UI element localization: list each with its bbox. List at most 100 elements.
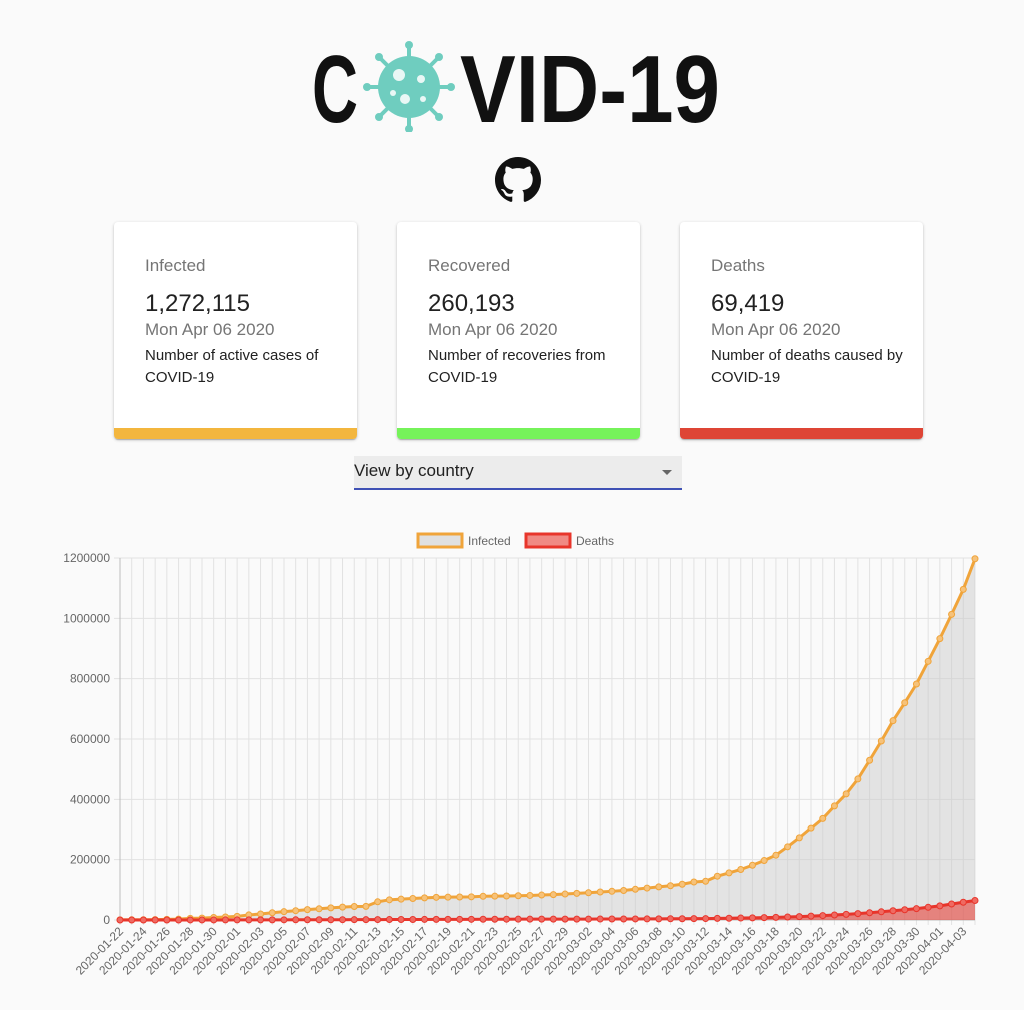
infected-data-point [830,802,838,810]
deaths-data-point [573,915,581,923]
deaths-data-point [666,915,674,923]
infected-data-point [760,857,768,865]
deaths-data-point [702,915,710,923]
deaths-data-point [760,914,768,922]
card-label: Infected [145,256,206,275]
deaths-data-point [936,902,944,910]
infected-data-point [854,775,862,783]
deaths-data-point [807,912,815,920]
deaths-data-point [514,915,522,923]
deaths-data-point [456,915,464,923]
deaths-data-point [186,916,194,924]
deaths-data-point [924,903,932,911]
infected-data-point [268,909,276,917]
infected-data-point [432,893,440,901]
deaths-data-point [432,915,440,923]
card-description: Number of recoveries from COVID-19 [428,347,606,386]
y-tick-label: 200000 [70,853,110,867]
deaths-data-point [210,916,218,924]
infected-card: Infected 1,272,115 Mon Apr 06 2020 Numbe… [114,222,357,439]
infected-data-point [666,882,674,890]
infected-data-point [748,861,756,869]
deaths-data-point [620,915,628,923]
deaths-data-point [678,915,686,923]
infected-data-point [971,555,979,563]
deaths-data-point [151,916,159,924]
deaths-data-point [725,914,733,922]
infected-data-point [596,888,604,896]
deaths-data-point [374,916,382,924]
infected-data-point [889,717,897,725]
deaths-data-point [315,916,323,924]
recovered-card: Recovered 260,193 Mon Apr 06 2020 Number… [397,222,640,439]
deaths-data-point [491,915,499,923]
legend-infected-swatch [416,532,464,549]
deaths-data-point [116,916,124,924]
deaths-data-point [655,915,663,923]
infected-data-point [725,869,733,877]
deaths-data-point [444,915,452,923]
deaths-data-point [948,900,956,908]
infected-data-point [339,903,347,911]
infected-data-point [620,886,628,894]
github-icon[interactable] [495,157,541,203]
infected-data-point [526,891,534,899]
infected-data-point [901,699,909,707]
infected-data-point [807,824,815,832]
deaths-data-point [713,914,721,922]
deaths-data-point [690,915,698,923]
deaths-data-point [889,907,897,915]
deaths-data-point [221,916,229,924]
deaths-data-point [959,898,967,906]
infected-data-point [702,877,710,885]
infected-color-bar [114,428,357,439]
deaths-data-point [257,916,265,924]
deaths-data-point [139,916,147,924]
country-select-value: View by country [354,461,474,480]
country-select[interactable]: View by country [354,456,682,490]
infected-data-point [784,843,792,851]
chevron-down-icon [662,470,672,475]
deaths-data-point [737,914,745,922]
infected-data-point [315,905,323,913]
infected-data-point [292,907,300,915]
deaths-data-point [631,915,639,923]
deaths-card: Deaths 69,419 Mon Apr 06 2020 Number of … [680,222,923,439]
infected-data-point [795,834,803,842]
card-label: Deaths [711,256,765,275]
infected-data-point [303,906,311,914]
logo-letter-c: C [312,38,358,132]
infected-data-point [842,790,850,798]
infected-data-point [374,898,382,906]
deaths-data-point [175,916,183,924]
recovered-color-bar [397,428,640,439]
deaths-area [120,900,975,920]
infected-data-point [385,896,393,904]
deaths-data-point [819,912,827,920]
infected-data-point [737,865,745,873]
card-date: Mon Apr 06 2020 [428,320,558,339]
infected-data-point [549,891,557,899]
y-tick-label: 0 [103,913,110,927]
virus-icon [363,41,455,132]
y-tick-label: 400000 [70,792,110,806]
infected-data-point [631,885,639,893]
deaths-data-point [362,916,370,924]
infected-data-point [350,902,358,910]
deaths-data-point [561,915,569,923]
deaths-color-bar [680,428,923,439]
card-date: Mon Apr 06 2020 [711,320,841,339]
infected-data-point [362,902,370,910]
deaths-data-point [350,916,358,924]
infected-data-point [948,610,956,618]
y-tick-label: 1000000 [63,611,110,625]
deaths-data-point [748,914,756,922]
infected-data-point [584,889,592,897]
deaths-data-point [971,897,979,905]
deaths-data-point [233,916,241,924]
logo-letters-vid19: VID-19 [460,38,720,132]
infected-data-point [257,910,265,918]
infected-data-point [866,756,874,764]
infected-data-point [467,893,475,901]
deaths-data-point [784,913,792,921]
